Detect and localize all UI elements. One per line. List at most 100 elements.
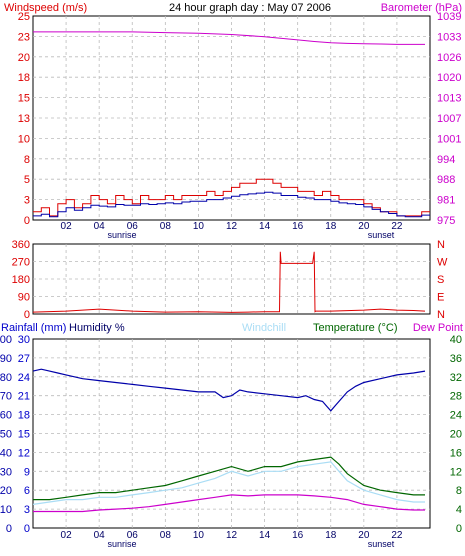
y-tick-label: 30: [18, 334, 30, 346]
y-tick-label: 23: [18, 31, 30, 43]
windspeed-y-ticks: 0 3 5 8 10 13 15 18 20 23 25: [18, 11, 30, 227]
y-tick-label: 0: [24, 309, 30, 321]
x-tick-label: 10: [193, 221, 205, 232]
x-tick-label: 18: [325, 221, 337, 232]
y-tick-label: 1007: [437, 113, 461, 125]
x-tick-label: 14: [259, 530, 271, 541]
y-tick-label: 1001: [437, 133, 461, 145]
temperature-axis-label: Temperature (°C): [313, 322, 397, 334]
y-tick-label: 30: [0, 466, 12, 478]
series-line-humidity-: [32, 368, 426, 412]
sunset-label-bottom: sunset: [368, 539, 395, 549]
y-tick-label: 90: [18, 292, 30, 304]
y-tick-label: 8: [24, 154, 30, 166]
wind-panel-x-ticks: 02 04 06 08 10 12 14 16 18 20 22: [61, 221, 403, 232]
sunrise-label-bottom: sunrise: [107, 539, 136, 549]
humidity-y-ticks: 0 10 20 30 40 50 60 70 80 90 100: [0, 334, 12, 535]
y-tick-label: 18: [18, 72, 30, 84]
temperature-y-ticks: 0 4 8 12 16 20 24 28 32 36 40: [450, 334, 462, 535]
y-tick-label: E: [437, 292, 444, 304]
y-tick-label: 50: [0, 429, 12, 441]
direction-panel-grid: [33, 244, 430, 314]
y-tick-label: 20: [18, 52, 30, 64]
y-tick-label: 6: [24, 485, 30, 497]
y-tick-label: 80: [0, 372, 12, 384]
y-tick-label: 15: [18, 429, 30, 441]
y-tick-label: 1026: [437, 52, 461, 64]
y-tick-label: 0: [456, 523, 462, 535]
y-tick-label: 270: [12, 257, 30, 269]
y-tick-label: 981: [437, 195, 455, 207]
y-tick-label: N: [437, 239, 445, 251]
y-tick-label: 3: [24, 504, 30, 516]
x-tick-label: 16: [292, 221, 304, 232]
y-tick-label: 9: [24, 466, 30, 478]
y-tick-label: 20: [450, 429, 462, 441]
x-tick-label: 08: [160, 530, 172, 541]
x-tick-label: 18: [325, 530, 337, 541]
y-tick-label: 36: [450, 353, 462, 365]
windchill-axis-label: Windchill: [242, 322, 286, 334]
x-tick-label: 02: [61, 221, 73, 232]
x-tick-label: 04: [94, 530, 106, 541]
y-tick-label: 1033: [437, 31, 461, 43]
series-line-temperature-c-: [33, 456, 425, 501]
chart-title: 24 hour graph day : May 07 2006: [169, 2, 331, 14]
x-tick-label: 06: [127, 530, 139, 541]
x-tick-label: 14: [259, 221, 271, 232]
x-tick-label: 08: [160, 221, 172, 232]
y-tick-label: 360: [12, 239, 30, 251]
y-tick-label: N: [437, 309, 445, 321]
rainfall-axis-label: Rainfall (mm): [1, 322, 66, 334]
y-tick-label: 8: [456, 485, 462, 497]
y-tick-label: 12: [450, 466, 462, 478]
barometer-y-ticks: 975 981 988 994 1001 1007 1013 1020 1026 1033 1039: [437, 11, 461, 227]
x-tick-label: 20: [358, 221, 370, 232]
y-tick-label: 1039: [437, 11, 461, 23]
y-tick-label: 0: [6, 523, 12, 535]
y-tick-label: 40: [0, 447, 12, 459]
series-line-windchill: [32, 461, 425, 505]
y-tick-label: 13: [18, 113, 30, 125]
temperature-panel-x-ticks: 02 04 06 08 10 12 14 16 18 20 22: [61, 530, 403, 541]
y-tick-label: 32: [450, 372, 462, 384]
x-tick-label: 16: [292, 530, 304, 541]
wind-panel-series: [33, 31, 430, 218]
y-tick-label: 60: [0, 410, 12, 422]
y-tick-label: 16: [450, 447, 462, 459]
y-tick-label: 988: [437, 174, 455, 186]
humidity-axis-label: Humidity %: [69, 322, 125, 334]
y-tick-label: 12: [18, 447, 30, 459]
y-tick-label: 1013: [437, 93, 461, 105]
y-tick-label: 24: [18, 372, 30, 384]
y-tick-label: 27: [18, 353, 30, 365]
temperature-panel-series: [32, 368, 426, 513]
y-tick-label: 975: [437, 215, 455, 227]
y-tick-label: 994: [437, 154, 455, 166]
y-tick-label: S: [437, 274, 444, 286]
y-tick-label: 40: [450, 334, 462, 346]
y-tick-label: 70: [0, 391, 12, 403]
temperature-panel-grid: [33, 339, 430, 528]
y-tick-label: 20: [0, 485, 12, 497]
x-tick-label: 12: [226, 530, 238, 541]
series-line-wind-direction: [32, 251, 426, 313]
series-line-wind-average: [33, 191, 430, 218]
x-tick-label: 10: [193, 530, 205, 541]
sunset-label-top: sunset: [368, 230, 395, 240]
rainfall-y-ticks: 0 3 6 9 12 15 18 21 24 27 30: [18, 334, 30, 535]
wind-axis-label: Windspeed (m/s): [4, 2, 87, 14]
series-line-barometer-hpa-: [33, 31, 425, 45]
x-tick-label: 12: [226, 221, 238, 232]
y-tick-label: 28: [450, 391, 462, 403]
sunrise-label-top: sunrise: [107, 230, 136, 240]
x-tick-label: 22: [391, 221, 403, 232]
dewpoint-axis-label: Dew Point: [413, 322, 463, 334]
y-tick-label: 0: [24, 523, 30, 535]
x-tick-label: 04: [94, 221, 106, 232]
y-tick-label: 25: [18, 11, 30, 23]
x-tick-label: 22: [391, 530, 403, 541]
y-tick-label: 180: [12, 274, 30, 286]
series-line-dew-point: [33, 494, 425, 513]
